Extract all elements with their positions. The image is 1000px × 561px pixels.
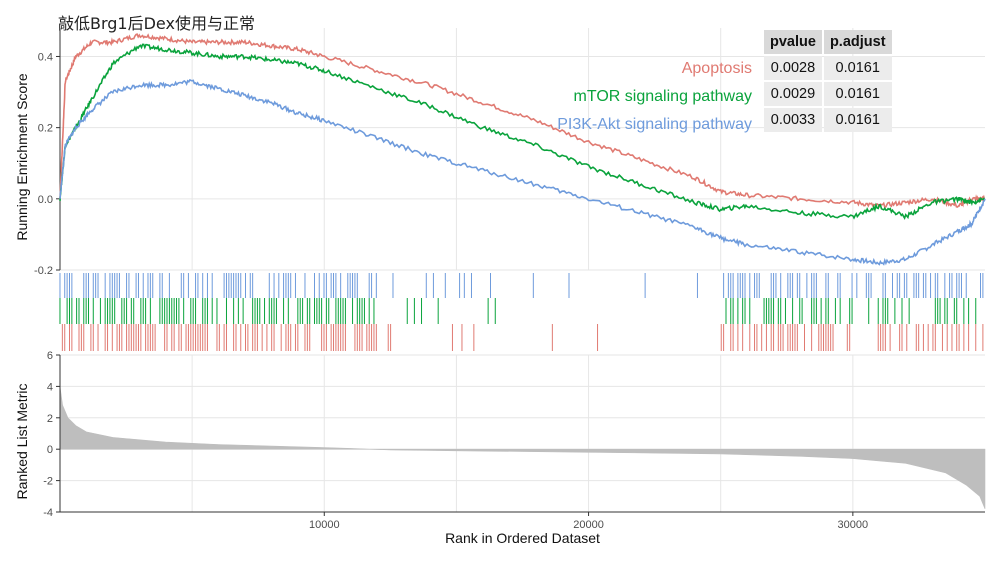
stats-row-apoptosis: 0.0028 0.0161	[764, 56, 892, 80]
pvalue-cell: 0.0029	[764, 82, 822, 106]
metric-x-tick-label: 30000	[838, 519, 869, 531]
padjust-cell: 0.0161	[823, 108, 892, 132]
metric-y-tick-label: 2	[47, 413, 53, 425]
mtor-es-line	[59, 43, 986, 221]
x-axis-title: Rank in Ordered Dataset	[445, 530, 600, 546]
padjust-cell: 0.0161	[823, 56, 892, 80]
es-y-tick-label: 0.2	[38, 123, 53, 135]
stats-table: pvalue p.adjust 0.0028 0.0161 0.0029 0.0…	[762, 28, 894, 134]
legend-label-pi3k: PI3K-Akt signaling pathway	[557, 116, 752, 133]
es-y-axis-title: Running Enrichment Score	[14, 73, 30, 241]
es-y-tick-label: 0.4	[38, 51, 53, 63]
es-y-tick-label: -0.2	[34, 265, 53, 277]
pvalue-cell: 0.0028	[764, 56, 822, 80]
legend-label-mtor: mTOR signaling pathway	[573, 88, 752, 105]
stats-row-mtor: 0.0029 0.0161	[764, 82, 892, 106]
metric-y-tick-label: 0	[47, 444, 53, 456]
legend-label-apoptosis: Apoptosis	[681, 60, 752, 77]
es-y-tick-label: 0.0	[38, 194, 53, 206]
padjust-header: p.adjust	[823, 30, 892, 54]
chart-title: 敲低Brg1后Dex使用与正常	[58, 14, 255, 33]
metric-y-axis-title: Ranked List Metric	[14, 384, 30, 500]
metric-x-tick-label: 10000	[309, 519, 340, 531]
metric-x-tick-label: 20000	[573, 519, 604, 531]
ranked-metric-area	[59, 386, 986, 510]
metric-y-tick-label: 4	[47, 381, 53, 393]
apoptosis-es-line	[59, 33, 986, 209]
metric-y-tick-label: 6	[47, 350, 53, 362]
padjust-cell: 0.0161	[823, 82, 892, 106]
pi3k-es-line	[59, 78, 986, 266]
metric-y-tick-label: -2	[43, 476, 53, 488]
stats-header-row: pvalue p.adjust	[764, 30, 892, 54]
stats-row-pi3k: 0.0033 0.0161	[764, 108, 892, 132]
pvalue-header: pvalue	[764, 30, 822, 54]
metric-y-tick-label: -4	[43, 507, 53, 519]
pvalue-cell: 0.0033	[764, 108, 822, 132]
